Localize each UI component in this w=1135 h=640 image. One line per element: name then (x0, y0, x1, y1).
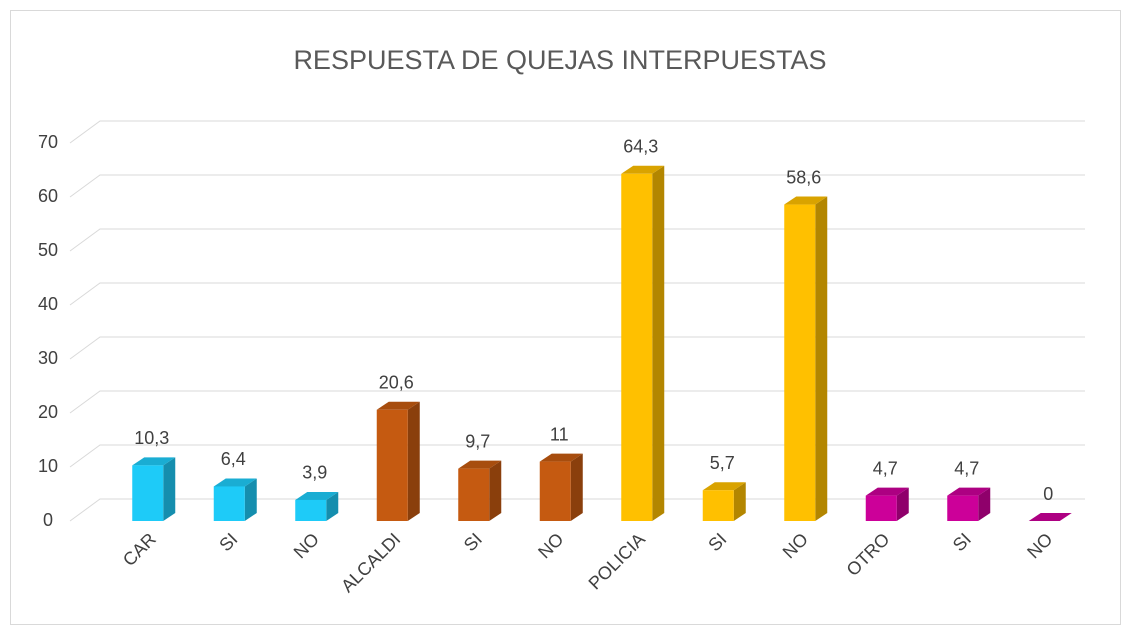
bar (213, 478, 257, 521)
bar (458, 460, 502, 521)
y-tick-label: 40 (38, 294, 58, 314)
data-label: 58,6 (786, 167, 821, 187)
data-label: 4,7 (873, 458, 898, 478)
data-label: 4,7 (954, 458, 979, 478)
data-label: 11 (550, 424, 569, 444)
grid-line (69, 120, 1085, 144)
bar (865, 487, 909, 521)
data-label: 9,7 (465, 431, 490, 451)
y-tick-label: 20 (38, 402, 58, 422)
data-label: 0 (1043, 484, 1053, 504)
y-tick-label: 50 (38, 240, 58, 260)
grid-line (69, 444, 1085, 468)
y-tick-label: 0 (43, 510, 53, 530)
bar (539, 453, 583, 521)
y-tick-label: 60 (38, 186, 58, 206)
grid-line (69, 498, 1085, 522)
data-label: 10,3 (134, 428, 169, 448)
data-label: 6,4 (221, 449, 246, 469)
grid-line (69, 336, 1085, 360)
bar (621, 165, 665, 521)
bar (1028, 513, 1072, 521)
y-tick-label: 10 (38, 456, 58, 476)
chart-border (10, 10, 1121, 625)
bar (784, 196, 828, 521)
grid-line (69, 390, 1085, 414)
data-label: 5,7 (710, 453, 735, 473)
chart-title: RESPUESTA DE QUEJAS INTERPUESTAS (293, 45, 826, 75)
grid-line (69, 228, 1085, 252)
bar (947, 487, 991, 521)
bar (376, 401, 420, 521)
grid-line (69, 282, 1085, 306)
y-tick-label: 70 (38, 132, 58, 152)
data-label: 20,6 (379, 373, 414, 393)
bar (702, 482, 746, 521)
data-label: 64,3 (623, 137, 658, 157)
y-tick-label: 30 (38, 348, 58, 368)
bar (132, 457, 176, 521)
grid-line (69, 174, 1085, 198)
data-label: 3,9 (302, 463, 327, 483)
bar (295, 491, 339, 521)
